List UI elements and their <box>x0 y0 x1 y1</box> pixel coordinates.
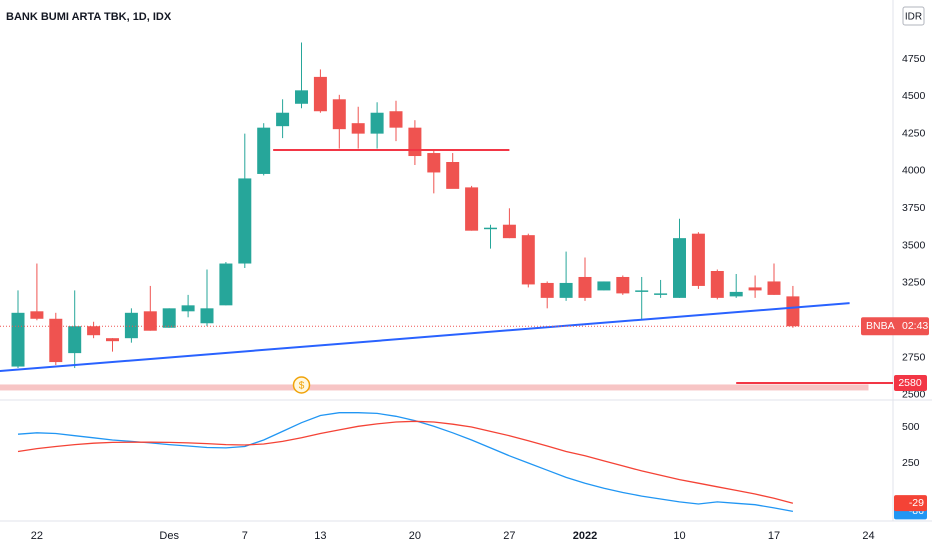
candle-body <box>446 162 460 189</box>
y-tick-label: 2750 <box>902 351 926 363</box>
candle-body <box>30 311 44 319</box>
dividend-marker <box>292 376 311 394</box>
x-tick-label: 20 <box>409 530 421 542</box>
candle-body <box>389 111 403 128</box>
indicator-line <box>17 420 794 504</box>
candle-body <box>597 281 611 291</box>
candle-body <box>370 112 384 134</box>
candle-body <box>427 153 441 173</box>
x-tick-label: 24 <box>862 530 874 542</box>
y-tick-label: 4750 <box>902 53 926 65</box>
candle-body <box>219 263 233 306</box>
candle-body <box>635 290 649 292</box>
candle-body <box>559 282 573 298</box>
candle-body <box>616 276 630 294</box>
candle-body <box>748 287 762 291</box>
line-label-box <box>894 374 927 391</box>
y-tick-label: 4500 <box>902 90 926 102</box>
currency-box[interactable] <box>902 6 925 26</box>
candle-body <box>408 127 422 157</box>
currency[interactable]: IDR <box>905 12 922 23</box>
candle-body <box>521 235 535 285</box>
y-tick-label: 2500 <box>902 389 926 401</box>
candle-body <box>332 99 346 130</box>
y-tick-label: 4250 <box>902 127 926 139</box>
y-tick-label: 3500 <box>902 239 926 251</box>
dividend-label: $ <box>299 381 305 392</box>
y-tick-label: 4000 <box>902 165 926 177</box>
candle-body <box>313 76 327 112</box>
candle-body <box>767 281 781 295</box>
x-tick-label: 17 <box>768 530 780 542</box>
y-tick-label: 3250 <box>902 277 926 289</box>
x-tick-label: 13 <box>314 530 326 542</box>
chart-title: BANK BUMI ARTA TBK, 1D, IDX <box>6 11 172 23</box>
candle-body <box>49 318 63 363</box>
candle-body <box>484 227 497 230</box>
x-tick-label: Des <box>159 530 179 542</box>
x-tick-label: 10 <box>673 530 685 542</box>
candle-body <box>162 308 176 328</box>
candle-body <box>68 326 82 354</box>
candle-body <box>238 178 252 264</box>
candle-body <box>654 293 668 295</box>
candle-body <box>200 308 214 324</box>
indicator-value: -29 <box>909 497 924 509</box>
candle-body <box>710 270 724 298</box>
candle-body <box>502 224 516 239</box>
trend-line <box>0 302 850 372</box>
candle-body <box>729 291 743 297</box>
candle-body <box>673 238 686 298</box>
price-label-box <box>861 317 929 336</box>
candle-body <box>786 296 800 327</box>
candle-body <box>351 123 365 134</box>
support-band <box>0 384 869 391</box>
x-tick-label: 7 <box>242 530 248 542</box>
candle-body <box>87 326 101 336</box>
candle-body <box>257 127 271 174</box>
price-symbol: BNBA <box>866 320 895 332</box>
candle-body <box>11 312 25 367</box>
x-tick-label: 27 <box>503 530 515 542</box>
y-tick-label: 250 <box>902 457 920 469</box>
candle-body <box>143 311 157 331</box>
y-tick-label: 500 <box>902 421 920 433</box>
indicator-value-box <box>894 495 927 512</box>
candle-body <box>540 282 554 298</box>
candle-body <box>691 233 705 286</box>
candle-body <box>181 305 195 312</box>
candle-body <box>295 90 308 104</box>
candle-body <box>578 276 592 298</box>
line-label: 2580 <box>898 377 922 389</box>
candle-body <box>465 187 479 231</box>
candle-body <box>106 338 119 342</box>
x-tick-label: 22 <box>31 530 43 542</box>
price-countdown: 02:43 <box>902 320 928 332</box>
candle-body <box>124 312 138 339</box>
y-tick-label: 3750 <box>902 202 926 214</box>
candle-body <box>276 112 290 127</box>
x-tick-label: 2022 <box>573 530 597 542</box>
